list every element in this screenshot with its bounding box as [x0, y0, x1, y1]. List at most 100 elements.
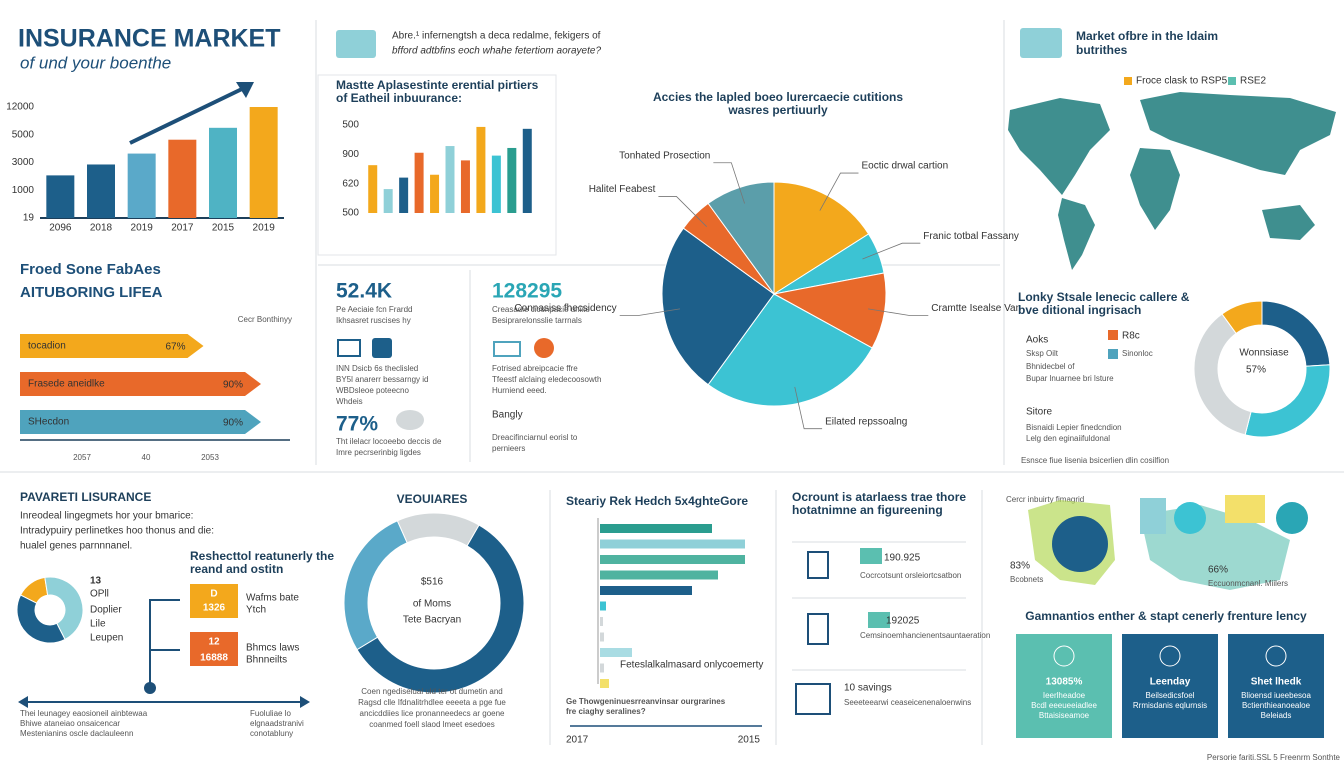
chart-title: Lonky Stsale lenecic callere &: [1018, 290, 1190, 304]
icon: [807, 551, 829, 579]
item: Sinonloc: [1122, 349, 1153, 358]
card: [1228, 634, 1324, 738]
chart-title: bve ditional ingrisach: [1018, 303, 1141, 317]
bar: [600, 648, 632, 657]
stat-value: 52.4K: [336, 280, 392, 303]
stat-text: Creasadie ciconpacie uniite: [492, 305, 590, 314]
bar: [600, 586, 692, 595]
icon: [396, 410, 424, 430]
section-title: Ocrount is atarlaess trae thore: [792, 490, 966, 504]
coverage-donut: [16, 576, 84, 644]
legend-swatch: [1124, 77, 1132, 85]
stat-value: Bangly: [492, 410, 523, 421]
section-title: Froed Sone FabAes: [20, 261, 161, 278]
section-title: PAVARETI LISURANCE: [20, 490, 151, 504]
footnote: Fuoluliae lo: [250, 709, 291, 718]
donut-segment: [44, 576, 84, 641]
card-text: Blioensd iueebesoa: [1241, 691, 1311, 700]
bar-value: 90%: [223, 418, 243, 429]
card-text: Ieerlheadoe: [1043, 691, 1086, 700]
card-text: Beleiads: [1261, 711, 1292, 720]
stat-text: Ikhsasret ruscises hy: [336, 316, 411, 325]
bar: [507, 147, 517, 213]
icon: [1225, 495, 1265, 523]
continent: [1058, 198, 1095, 270]
icon: [372, 338, 392, 358]
risk-donut: [1193, 300, 1331, 438]
bar: [600, 570, 718, 580]
text: coanmed foell slaod lmeet esedoes: [369, 720, 494, 729]
text: hualel genes parnnnanel.: [20, 541, 132, 552]
leader-line: [819, 172, 859, 211]
title: INSURANCE MARKET: [18, 25, 281, 53]
icon: [337, 339, 361, 357]
donut-value: $516: [421, 577, 444, 588]
stat-text: Pe Aeciaie fcn Frardd: [336, 305, 412, 314]
side-label: 13: [90, 576, 102, 587]
slice-label: Tonhated Prosection: [619, 150, 710, 161]
leader-line: [713, 162, 745, 204]
footnote: Bhiwe ataneiao onsaicencar: [20, 719, 120, 728]
icon: [534, 338, 554, 358]
value-donut: [343, 512, 525, 694]
saving-text: Cemsinoemhancienentsauntaeration: [860, 631, 990, 640]
icon: [1140, 498, 1166, 534]
text: Bisnaidi Lepier finedcndion: [1026, 423, 1122, 432]
legend: Froce clask to RSP5 RSE2: [1124, 76, 1267, 87]
chart-title: Mastte Aplasestinte erential pirtiers: [336, 78, 539, 92]
bar-category: Frasede aneidlke: [28, 379, 105, 390]
y-label: 500: [342, 208, 359, 219]
bar: [399, 177, 409, 213]
icon: [868, 612, 890, 628]
bar: [46, 175, 75, 218]
x-tick-label: 2096: [49, 223, 72, 234]
badge: [190, 632, 238, 666]
region-text: Bcobnets: [1010, 575, 1043, 584]
footnote: conotabluny: [250, 729, 293, 738]
y-label: 620: [342, 178, 359, 189]
bar-category: tocadion: [28, 341, 66, 352]
x-tick-label: 2017: [171, 223, 194, 234]
region-text: Eccuonmcnanl. Miilers: [1208, 579, 1288, 588]
slice-label: Halitel Feabest: [589, 184, 656, 195]
donut-label: Tete Bacryan: [403, 615, 461, 626]
bar: [168, 139, 197, 218]
side-label: Leupen: [90, 633, 123, 644]
bar: [368, 165, 378, 213]
badge-mark: D: [210, 589, 217, 600]
stat-note: WBDsleoe poteecno: [336, 386, 409, 395]
leader-line: [658, 196, 707, 227]
arrow-head: [236, 82, 254, 98]
bar: [491, 155, 501, 213]
card-text: Bcdl eeeueeiadlee: [1031, 701, 1097, 710]
bar: [20, 334, 204, 358]
slice-label: Franic totbal Fassany: [923, 231, 1019, 242]
bar: [600, 601, 606, 611]
donut-segment: [343, 520, 408, 651]
x-tick-label: 2015: [212, 223, 235, 234]
arrow-head: [300, 696, 310, 708]
text: Intradypuiry perlinetkes hoo thonus and …: [20, 526, 214, 537]
attribute-bars: tocadion 67% Frasede aneidlke 90% SHecdon 90%: [20, 334, 261, 434]
axis-label: 2017: [566, 735, 589, 746]
chart-title: of Eatheil inbuurance:: [336, 91, 462, 105]
legend-label: Froce clask to RSP5: [1136, 76, 1228, 87]
slice-label: Eoctic drwal cartion: [861, 161, 948, 172]
x-tick-label: 2019: [131, 223, 154, 234]
card-title: 13085%: [1046, 677, 1083, 688]
text: Bupar lnuarnee bri lsture: [1026, 374, 1114, 383]
pie-chart: Eoctic drwal cartion Franic totbal Fassan…: [514, 150, 1021, 430]
slice-label: Connasiss fhecsidency: [514, 303, 616, 314]
saving-value: 10 savings: [844, 683, 892, 694]
footer: Persorie fariti.SSL 5 Freenrm Sonthte: [1207, 753, 1341, 762]
chart-title: VEOUIARES: [397, 492, 468, 506]
card-text: Bctienthieanoealoe: [1242, 701, 1311, 710]
y-label: 19: [23, 213, 35, 224]
bar: [445, 146, 455, 213]
continent: [1008, 98, 1110, 195]
bar: [600, 663, 604, 673]
segment-chart: 500 900 620 500: [342, 120, 532, 219]
bar: [600, 632, 604, 642]
y-label: 5000: [12, 129, 35, 140]
